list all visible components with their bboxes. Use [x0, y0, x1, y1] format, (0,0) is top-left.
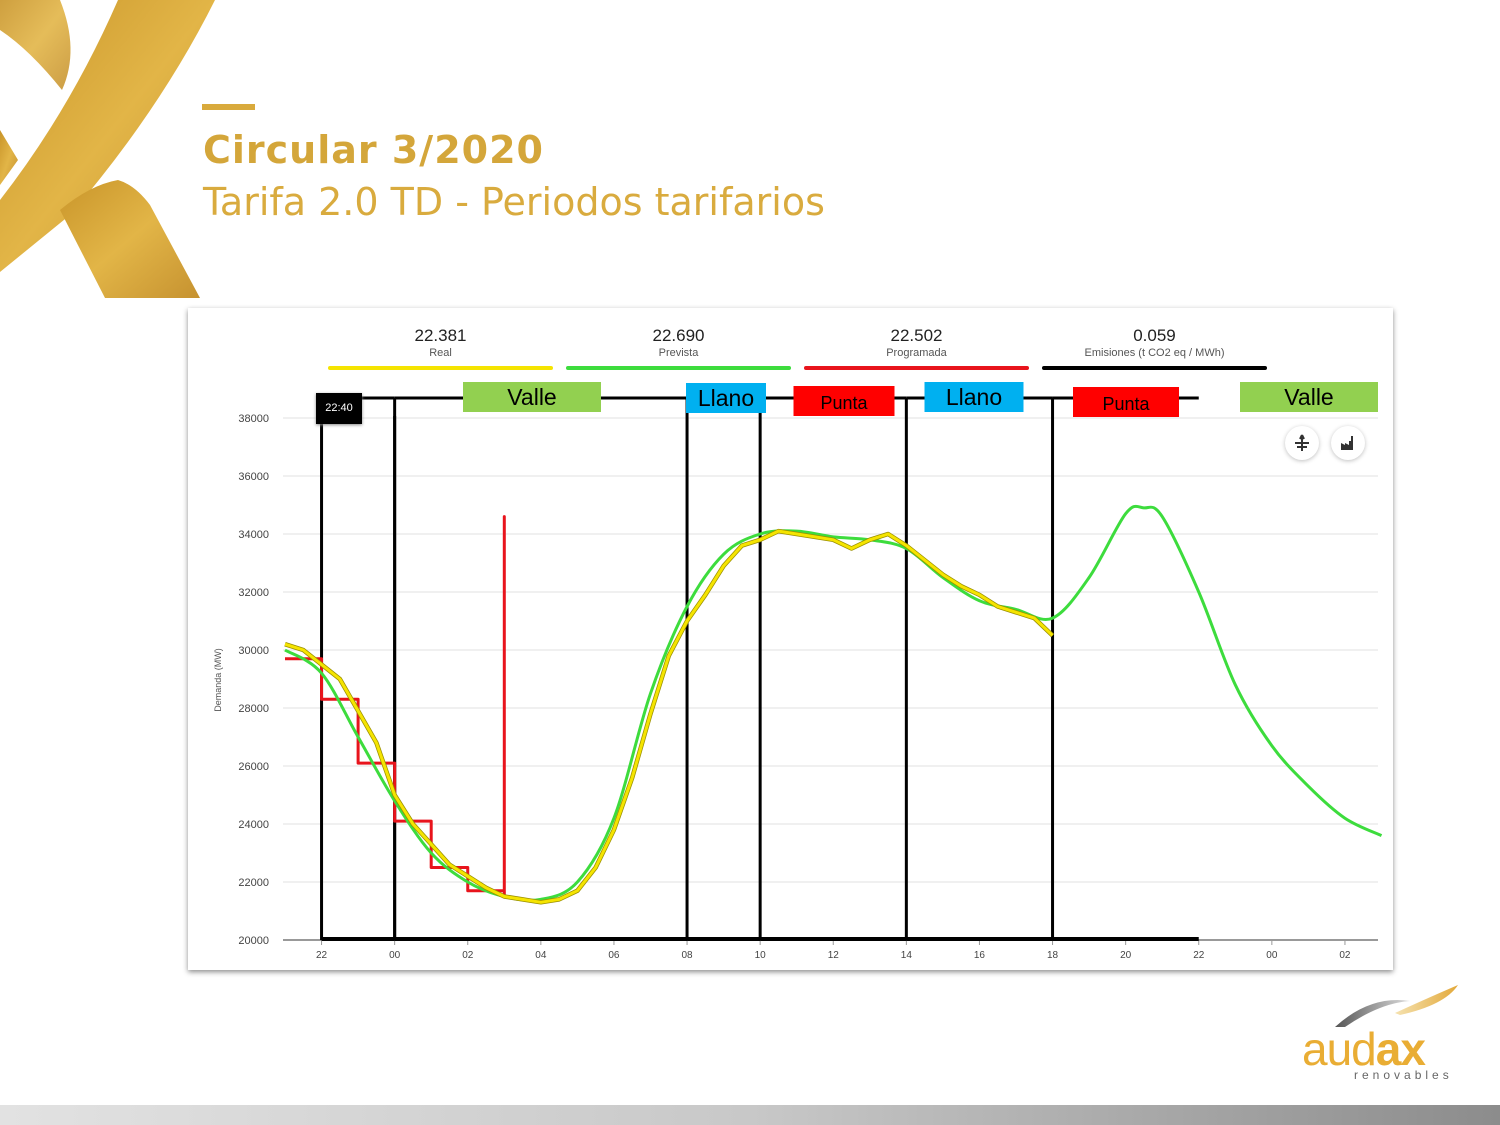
x-tick-label: 18 [1047, 950, 1059, 961]
x-tick-label: 22 [316, 950, 328, 961]
slide-title: Circular 3/2020 [203, 128, 544, 172]
legend-label: Emisiones (t CO2 eq / MWh) [1084, 347, 1225, 359]
legend-value: 22.381 [414, 326, 467, 345]
factory-button[interactable] [1331, 426, 1365, 460]
period-label-box [463, 382, 601, 412]
footer-bar [0, 1105, 1500, 1125]
legend-real[interactable]: 22.381 Real [328, 326, 553, 370]
legend-emisiones[interactable]: 0.059 Emisiones (t CO2 eq / MWh) [1042, 326, 1267, 370]
y-tick-label: 30000 [238, 645, 269, 657]
gold-x-decoration [0, 0, 215, 298]
legend-swatch [1042, 366, 1267, 370]
factory-icon [1341, 436, 1353, 450]
legend-label: Real [429, 347, 452, 359]
x-tick-label: 06 [608, 950, 620, 961]
period-label-box [793, 386, 895, 416]
y-tick-label: 32000 [238, 587, 269, 599]
title-accent-dash [202, 104, 255, 110]
x-tick-label: 00 [389, 950, 401, 961]
legend-programada[interactable]: 22.502 Programada [804, 326, 1029, 370]
period-label: Llano [946, 384, 1002, 410]
legend-prevista[interactable]: 22.690 Prevista [566, 326, 791, 370]
legend-value: 0.059 [1133, 326, 1176, 345]
logo-text-light: aud [1302, 1023, 1377, 1075]
legend-value: 22.690 [652, 326, 705, 345]
period-label-box [1240, 382, 1378, 412]
period-label: Valle [507, 384, 556, 410]
legend-label: Programada [886, 347, 947, 359]
x-tick-label: 20 [1120, 950, 1132, 961]
audax-logo: audax [1302, 1022, 1426, 1076]
x-tick-label: 02 [1339, 950, 1351, 961]
x-tick-label: 02 [462, 950, 474, 961]
x-tick-label: 16 [974, 950, 986, 961]
audax-logo-swoosh [1335, 985, 1458, 1027]
x-tick-label: 08 [681, 950, 693, 961]
series-prevista-line [284, 504, 1383, 902]
logo-text-bold: ax [1375, 1023, 1426, 1075]
legend-swatch [804, 366, 1029, 370]
y-tick-label: 24000 [238, 819, 269, 831]
legend-swatch [328, 366, 553, 370]
wind-turbine-icon [1295, 434, 1309, 451]
x-tick-label: 14 [901, 950, 913, 961]
series-real-line [284, 529, 1054, 904]
y-tick-label: 26000 [238, 761, 269, 773]
logo-tagline: renovables [1354, 1068, 1453, 1082]
legend-label: Prevista [658, 347, 699, 359]
series-real-outline [284, 528, 1055, 905]
demand-chart-card: 22.381 Real 22.690 Prevista 22.502 Progr… [188, 308, 1393, 970]
x-tick-label: 12 [828, 950, 840, 961]
x-tick-label: 00 [1266, 950, 1278, 961]
period-label: Punta [1102, 394, 1150, 414]
time-tooltip: 22:40 [316, 393, 362, 424]
y-tick-label: 34000 [238, 529, 269, 541]
y-tick-label: 38000 [238, 413, 269, 425]
slide-subtitle: Tarifa 2.0 TD - Periodos tarifarios [203, 180, 825, 224]
period-label-box [924, 382, 1024, 412]
period-label-box [686, 383, 766, 413]
x-tick-label: 22 [1193, 950, 1205, 961]
legend-value: 22.502 [890, 326, 943, 345]
period-label: Valle [1284, 384, 1333, 410]
demand-chart: 20000 22000 24000 26000 28000 30000 32000 34000… [213, 382, 1383, 961]
period-label-box [1073, 387, 1179, 417]
x-tick-label: 10 [755, 950, 767, 961]
y-tick-label: 22000 [238, 877, 269, 889]
legend-swatch [566, 366, 791, 370]
wind-turbine-button[interactable] [1285, 426, 1319, 460]
period-label: Llano [698, 385, 754, 411]
period-label: Punta [820, 393, 868, 413]
y-tick-label: 28000 [238, 703, 269, 715]
y-axis-label: Demanda (MW) [213, 648, 223, 712]
y-tick-label: 36000 [238, 471, 269, 483]
x-tick-label: 04 [535, 950, 547, 961]
y-tick-label: 20000 [238, 935, 269, 947]
